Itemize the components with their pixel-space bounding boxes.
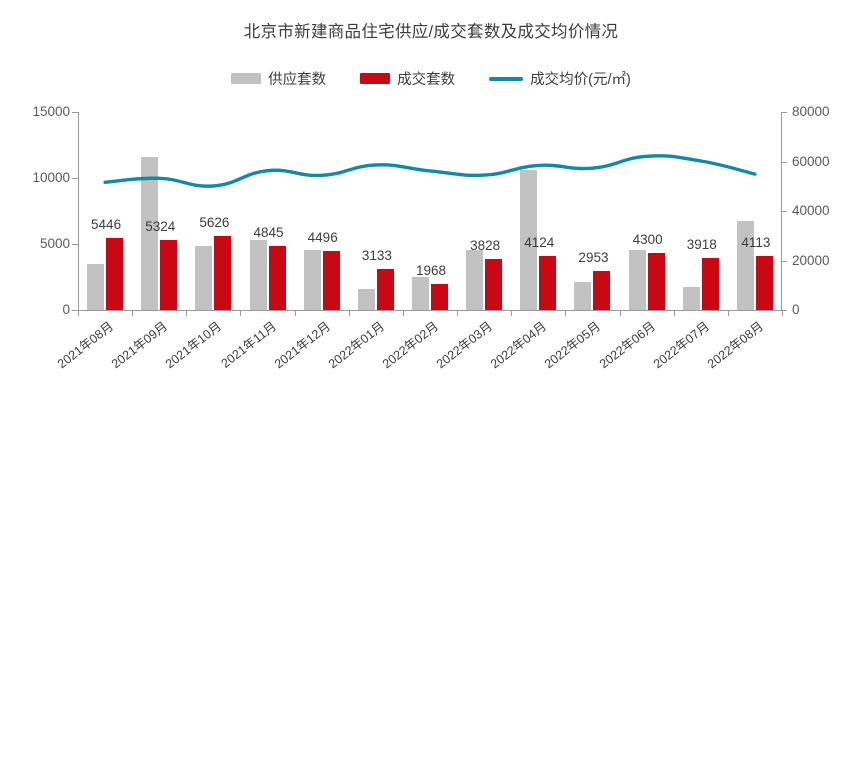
bar-value-label: 4300 [632, 232, 663, 248]
x-axis-category-label: 2022年05月 [542, 319, 604, 372]
bar-value-label: 5324 [145, 218, 176, 234]
x-axis-tick [186, 310, 187, 316]
legend-label-deal: 成交套数 [397, 72, 456, 88]
y-axis-left-tick-label: 10000 [32, 170, 70, 185]
x-axis-tick [295, 310, 296, 316]
y-axis-right-tick [781, 260, 787, 262]
bar-supply[interactable] [682, 286, 700, 310]
bar-deal[interactable] [431, 284, 448, 310]
bar-value-label: 3828 [470, 238, 501, 254]
x-axis-tick [457, 310, 458, 316]
bar-value-label: 5446 [91, 217, 122, 233]
bar-deal[interactable] [160, 239, 178, 310]
bar-value-label: 1968 [415, 263, 447, 279]
bar-supply[interactable] [520, 169, 538, 310]
x-axis-line [78, 310, 782, 311]
bars-layer [78, 112, 782, 310]
bar-value-label: 3918 [686, 237, 717, 253]
legend-label-supply: 供应套数 [268, 72, 327, 88]
x-axis-category-label: 2022年06月 [596, 319, 658, 372]
x-axis-tick [620, 310, 621, 316]
bar-supply[interactable] [141, 156, 159, 310]
y-axis-left-tick-label: 15000 [32, 104, 70, 119]
bar-deal[interactable] [701, 258, 719, 310]
x-axis-tick [132, 310, 133, 316]
x-axis-tick [728, 310, 729, 316]
avg-price-line-path [103, 154, 757, 188]
bar-value-label: 4124 [524, 234, 555, 250]
y-axis-right-tick-label: 20000 [792, 252, 830, 268]
y-axis-left-line [78, 112, 79, 310]
legend-item-supply[interactable]: 供应套数 [231, 68, 326, 89]
bar-deal[interactable] [539, 255, 557, 310]
y-axis-right-tick [781, 211, 787, 212]
bar-deal[interactable] [755, 255, 773, 310]
bar-deal[interactable] [593, 271, 611, 310]
bar-supply[interactable] [249, 240, 267, 310]
bar-deal[interactable] [106, 238, 124, 310]
bar-supply[interactable] [357, 288, 375, 310]
y-axis-left-tick [72, 244, 78, 245]
x-axis-tick [240, 310, 241, 316]
legend-line-avgprice-icon [489, 76, 524, 81]
x-axis-tick [78, 310, 79, 316]
bar-value-label: 4496 [307, 229, 338, 245]
plot-area: 0 5000 10000 15000 0 20000 40000 60000 80000 54… [32, 105, 829, 316]
bar-supply[interactable] [195, 246, 213, 310]
bar-deal[interactable] [322, 250, 340, 310]
y-axis-left-tick [72, 112, 78, 113]
bar-deal[interactable] [214, 235, 232, 310]
bar-deal[interactable] [485, 259, 503, 310]
y-axis-left-tick [72, 310, 78, 311]
x-axis-category-label: 2022年07月 [650, 319, 712, 372]
x-axis-tick [511, 310, 512, 316]
bar-value-label: 5626 [199, 214, 230, 230]
bar-value-label: 2953 [578, 250, 609, 266]
x-axis-tick [782, 310, 783, 316]
legend-label-avgprice: 成交均价(元/㎡) [530, 72, 631, 88]
x-axis-tick [674, 310, 675, 316]
bar-deal[interactable] [268, 246, 286, 310]
y-axis-right-tick-label: 0 [792, 302, 800, 317]
bar-supply[interactable] [466, 250, 484, 310]
y-axis-right-tick-label: 60000 [792, 153, 830, 169]
bar-supply[interactable] [628, 250, 646, 310]
x-axis-tick [349, 310, 350, 316]
bar-supply[interactable] [412, 277, 429, 310]
bar-supply[interactable] [303, 250, 321, 310]
y-axis-right-tick [781, 161, 787, 163]
y-axis-right-tick-label: 40000 [792, 203, 830, 218]
bar-value-label: 3133 [361, 247, 392, 263]
bar-value-label: 4845 [253, 225, 284, 241]
y-axis-right-tick-label: 80000 [792, 104, 830, 119]
y-axis-right-tick [781, 112, 787, 113]
chart-title: 北京市新建商品住宅供应/成交套数及成交均价情况 [243, 23, 619, 41]
legend-swatch-supply-icon [231, 73, 262, 84]
avg-price-line-svg [103, 154, 757, 188]
x-axis-category-labels: 2021年08月 2021年09月 2021年10月 2021年11月 2021年12月… [55, 316, 782, 416]
legend-item-deal[interactable]: 成交套数 [360, 68, 455, 89]
bar-supply[interactable] [574, 281, 592, 310]
legend-swatch-deal-icon [360, 73, 391, 84]
y-axis-right-tick [781, 310, 787, 311]
data-labels-layer: 5446 5324 5626 4845 4496 3133 1968 3828 4124 2953… [78, 112, 782, 310]
bar-deal[interactable] [376, 268, 394, 310]
bar-supply[interactable] [87, 264, 105, 310]
chart-container: 北京市新建商品住宅供应/成交套数及成交均价情况 供应套数 成交套数 成交均价(元… [0, 23, 862, 416]
legend-item-avgprice[interactable]: 成交均价(元/㎡) [489, 68, 631, 89]
bar-value-label: 4113 [741, 234, 771, 250]
x-axis-tick [565, 310, 566, 316]
chart-legend: 供应套数 成交套数 成交均价(元/㎡) [0, 68, 862, 89]
bar-supply[interactable] [736, 221, 754, 310]
y-axis-left-tick-label: 5000 [39, 236, 70, 251]
bar-deal[interactable] [647, 253, 665, 310]
y-axis-left-tick [72, 178, 78, 179]
x-axis-category-label: 2022年08月 [704, 319, 767, 372]
avg-price-line [78, 112, 782, 310]
y-axis-left-tick-label: 0 [62, 302, 70, 317]
x-axis-tick [403, 310, 404, 316]
